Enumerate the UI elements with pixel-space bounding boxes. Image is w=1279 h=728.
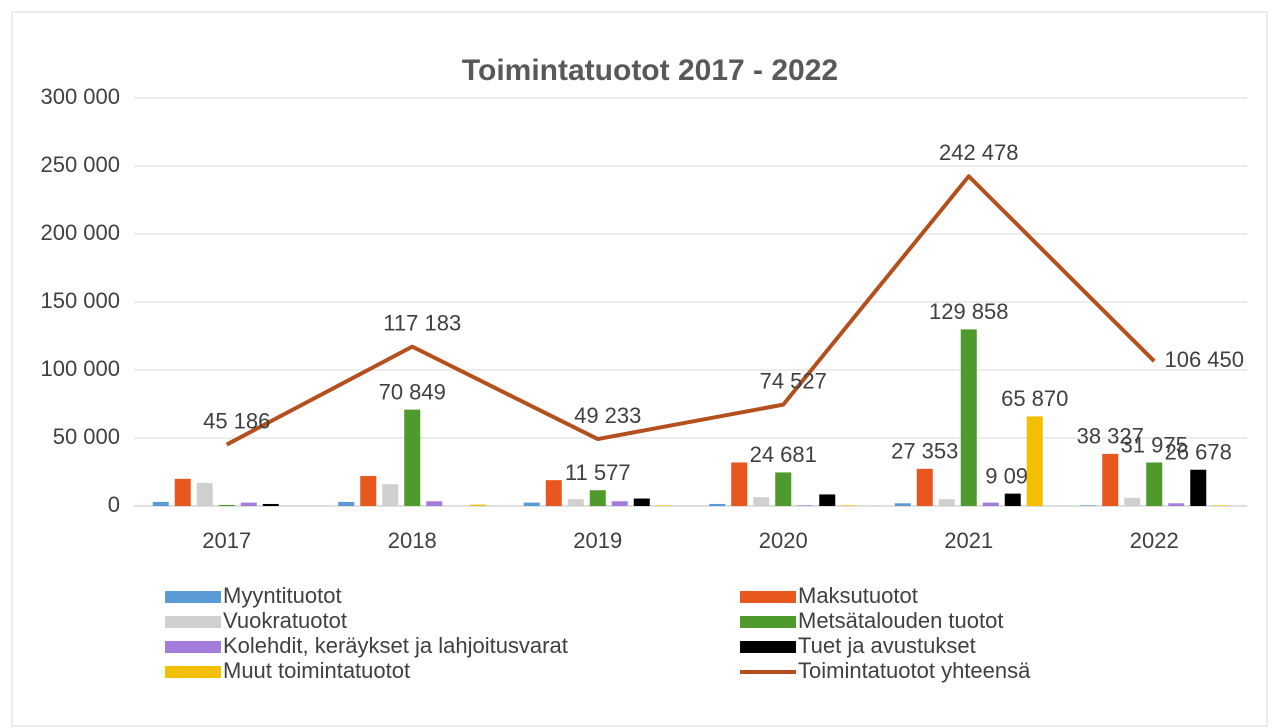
bar — [775, 472, 792, 506]
bar — [655, 505, 672, 506]
y-tick-label: 200 000 — [40, 220, 120, 245]
x-tick-label: 2019 — [573, 528, 622, 553]
x-tick-label: 2018 — [388, 528, 437, 553]
bar — [1026, 416, 1043, 506]
legend-label: Myyntituotot — [223, 583, 342, 608]
data-label: 49 233 — [574, 403, 641, 428]
legend-label: Maksutuotot — [798, 583, 918, 608]
data-label: 106 450 — [1164, 347, 1244, 372]
bar — [611, 501, 628, 506]
y-tick-label: 0 — [108, 492, 120, 517]
bar — [894, 503, 911, 506]
legend-label: Toimintatuotot yhteensä — [798, 658, 1031, 683]
data-label: 129 858 — [929, 299, 1009, 324]
data-label: 70 849 — [379, 379, 446, 404]
x-tick-label: 2017 — [202, 528, 251, 553]
bar — [196, 482, 213, 506]
bar — [1168, 503, 1185, 506]
data-label: 45 186 — [203, 408, 270, 433]
bar — [1124, 497, 1141, 506]
legend-swatch — [165, 641, 221, 653]
bar — [360, 476, 377, 506]
legend-swatch — [165, 616, 221, 628]
bar — [1212, 505, 1229, 506]
data-label: 242 478 — [939, 140, 1019, 165]
bar — [240, 502, 257, 506]
bar — [753, 497, 770, 506]
data-label: 74 527 — [760, 368, 827, 393]
bar — [819, 494, 836, 506]
bar — [938, 499, 955, 506]
legend-swatch — [165, 666, 221, 678]
bar — [262, 503, 279, 506]
bar — [1146, 462, 1163, 506]
y-tick-label: 150 000 — [40, 288, 120, 313]
bar — [218, 504, 235, 506]
bar — [567, 499, 584, 506]
data-label: 38 327 — [1077, 424, 1144, 449]
bar — [1080, 505, 1097, 506]
bar — [982, 502, 999, 506]
data-label: 27 353 — [891, 439, 958, 464]
bar — [1190, 469, 1207, 506]
x-tick-label: 2020 — [759, 528, 808, 553]
legend-label: Metsätalouden tuotot — [798, 608, 1003, 633]
bar — [152, 501, 169, 506]
legend-label: Muut toimintatuotot — [223, 658, 410, 683]
legend-label: Vuokratuotot — [223, 608, 347, 633]
y-tick-label: 300 000 — [40, 84, 120, 109]
y-tick-label: 50 000 — [53, 424, 120, 449]
data-label: 26 678 — [1165, 440, 1232, 465]
bar — [174, 478, 191, 506]
bar — [589, 490, 606, 506]
legend-label: Tuet ja avustukset — [798, 633, 976, 658]
bar — [709, 503, 726, 506]
bar — [404, 409, 421, 506]
data-label: 31 975 — [1121, 432, 1188, 457]
bar — [426, 501, 443, 506]
bar — [545, 480, 562, 506]
bar — [1004, 493, 1021, 506]
bar — [797, 505, 814, 506]
data-label: 65 870 — [1001, 386, 1068, 411]
data-label: 11 577 — [565, 460, 631, 485]
bar — [960, 329, 977, 506]
data-label: 24 681 — [750, 442, 817, 467]
bar — [1102, 453, 1119, 506]
data-label: 117 183 — [383, 310, 461, 335]
chart-title: Toimintatuotot 2017 - 2022 — [462, 54, 838, 87]
bar — [841, 505, 858, 506]
legend-swatch — [740, 616, 796, 628]
legend-swatch — [165, 591, 221, 603]
chart-frame — [11, 11, 1268, 727]
total-line — [225, 174, 1156, 447]
bar — [382, 484, 399, 506]
y-tick-label: 100 000 — [40, 356, 120, 381]
y-tick-label: 250 000 — [40, 152, 120, 177]
x-tick-label: 2022 — [1130, 528, 1179, 553]
legend-label: Kolehdit, keräykset ja lahjoitusvarat — [223, 633, 568, 658]
bar — [338, 501, 355, 506]
bar — [470, 504, 487, 506]
legend-swatch — [740, 591, 796, 603]
legend-swatch — [740, 641, 796, 653]
bar — [916, 468, 933, 506]
x-tick-label: 2021 — [944, 528, 993, 553]
bar — [731, 462, 748, 506]
bar — [633, 498, 650, 506]
bar — [523, 502, 540, 506]
